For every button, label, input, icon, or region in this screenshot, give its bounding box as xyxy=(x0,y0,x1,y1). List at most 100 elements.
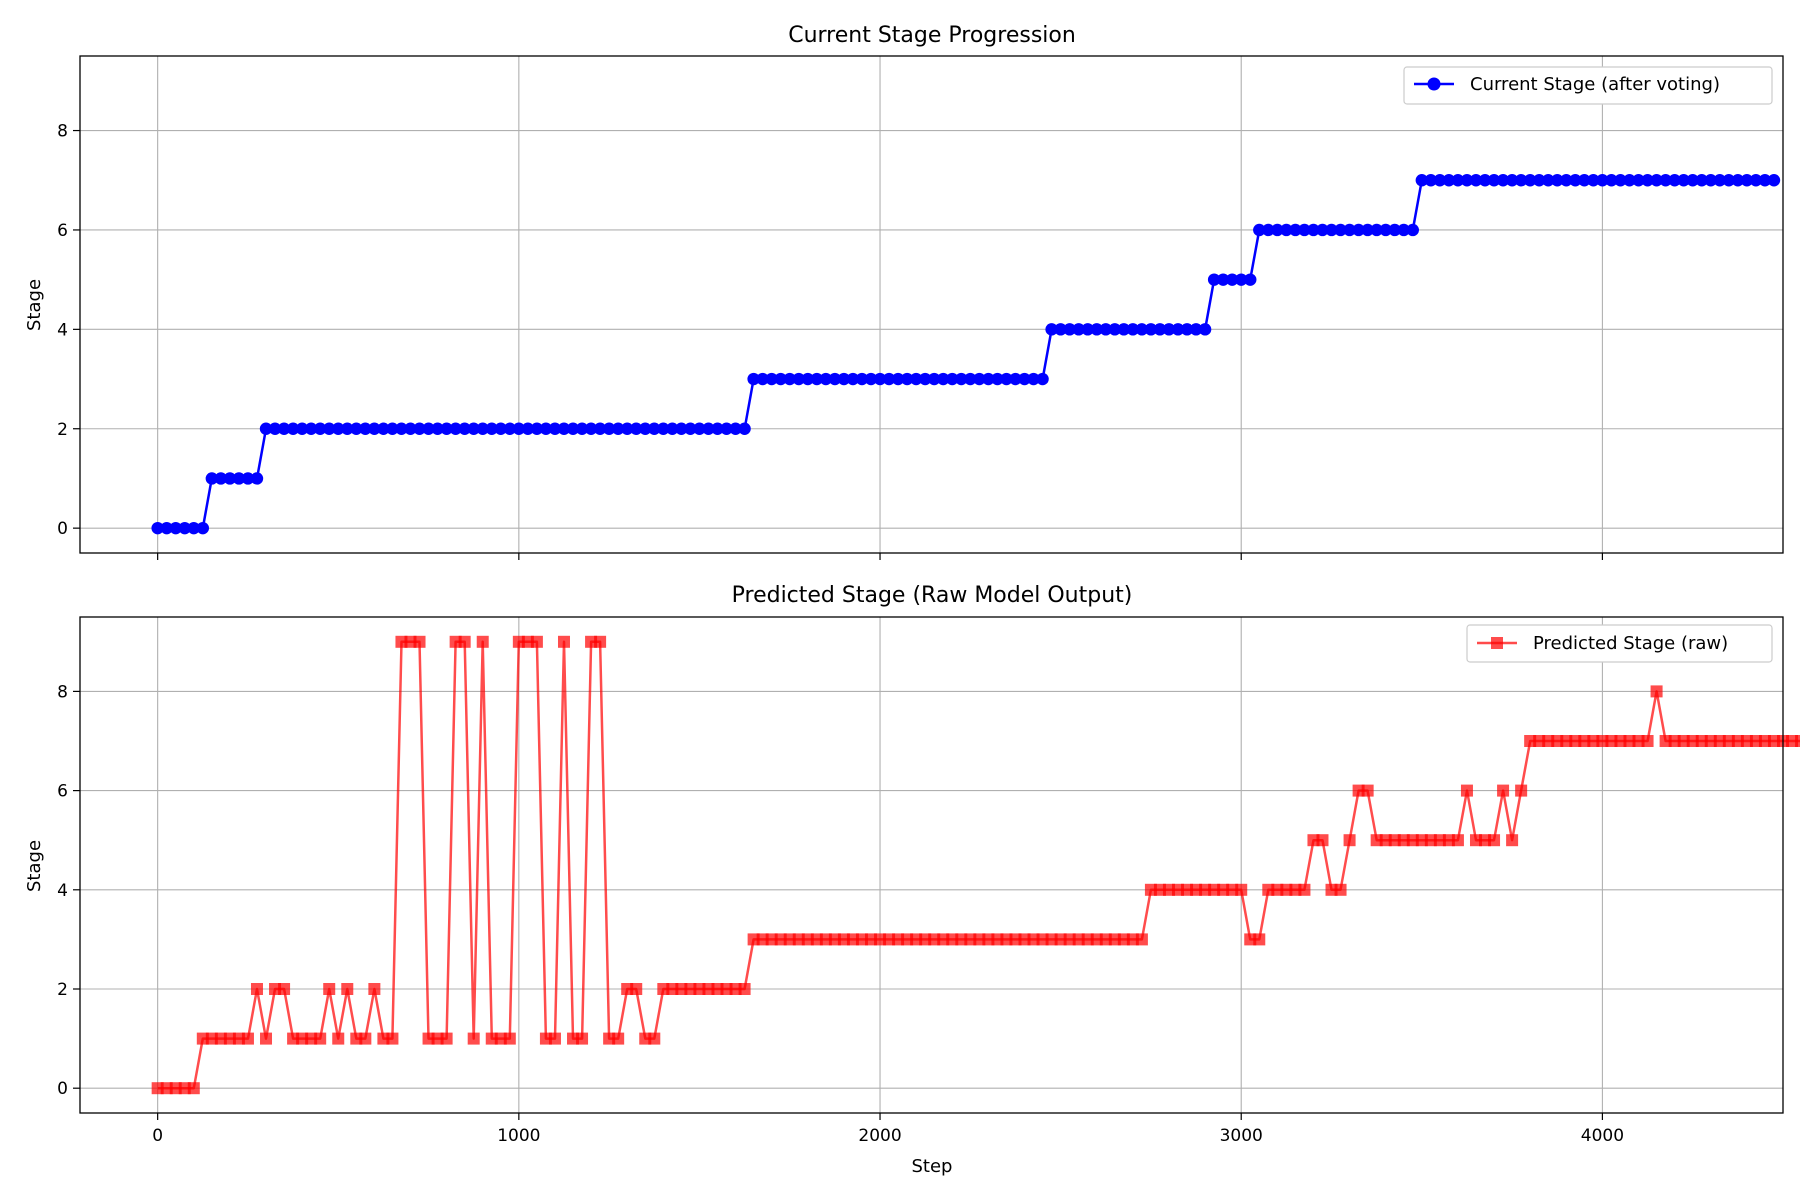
data-point xyxy=(946,933,959,946)
data-point xyxy=(1695,735,1708,747)
data-point xyxy=(1587,174,1600,187)
y-tick-label: 8 xyxy=(57,122,68,142)
data-point xyxy=(1099,933,1112,946)
data-point xyxy=(1180,323,1194,336)
data-point xyxy=(1343,834,1356,847)
data-point xyxy=(1199,883,1212,896)
data-point xyxy=(232,1032,245,1045)
data-point xyxy=(747,372,760,386)
data-point xyxy=(1325,223,1338,237)
data-point xyxy=(1605,174,1618,187)
data-point xyxy=(1172,883,1185,896)
data-point xyxy=(1524,735,1537,747)
data-point xyxy=(386,1032,399,1045)
data-point xyxy=(557,635,570,648)
data-point xyxy=(1135,323,1149,336)
data-point xyxy=(919,933,932,946)
data-point xyxy=(1036,933,1049,946)
data-point xyxy=(169,521,182,535)
data-point xyxy=(1569,735,1582,747)
data-point xyxy=(928,933,941,946)
data-point xyxy=(684,422,697,435)
data-point xyxy=(765,933,778,946)
data-point xyxy=(1099,323,1112,336)
data-point xyxy=(539,422,553,435)
series-line xyxy=(157,179,1774,530)
data-point xyxy=(494,422,507,435)
data-point xyxy=(1018,372,1031,386)
data-point xyxy=(1758,174,1772,187)
data-point xyxy=(756,372,769,386)
data-point xyxy=(1144,883,1157,896)
data-point xyxy=(1225,273,1239,286)
data-point xyxy=(431,1032,444,1045)
data-point xyxy=(666,983,679,995)
data-point xyxy=(1587,735,1600,747)
data-point xyxy=(837,372,851,386)
data-point xyxy=(422,1032,435,1045)
data-point xyxy=(837,933,850,946)
data-point xyxy=(982,372,995,386)
data-point xyxy=(1578,174,1591,187)
data-point xyxy=(530,422,544,435)
data-point xyxy=(1641,174,1654,187)
data-point xyxy=(440,1032,453,1045)
data-point xyxy=(1289,223,1302,237)
data-point xyxy=(865,933,878,946)
data-point xyxy=(711,983,724,995)
data-point xyxy=(548,422,562,435)
data-point xyxy=(846,372,860,386)
data-point xyxy=(1514,174,1528,187)
data-point xyxy=(1063,323,1076,336)
data-point xyxy=(729,422,742,435)
data-point xyxy=(259,422,273,435)
data-point xyxy=(1244,933,1257,946)
data-point xyxy=(774,372,787,386)
data-point xyxy=(1226,883,1239,896)
data-point xyxy=(1280,883,1293,896)
data-point xyxy=(874,933,887,946)
data-point xyxy=(946,372,959,386)
data-point xyxy=(1009,933,1022,946)
data-point xyxy=(1632,174,1645,187)
data-point xyxy=(1397,223,1410,237)
data-point xyxy=(269,983,282,995)
data-point xyxy=(1108,933,1121,946)
data-point xyxy=(1488,834,1501,847)
data-point xyxy=(702,422,715,435)
data-point xyxy=(467,1032,480,1045)
data-point xyxy=(882,372,896,386)
data-point xyxy=(1749,174,1763,187)
data-point xyxy=(377,1032,390,1045)
data-point xyxy=(720,422,733,435)
y-axis-label: Stage xyxy=(24,840,45,892)
data-point xyxy=(1722,174,1736,187)
data-point xyxy=(639,422,652,435)
data-point xyxy=(612,1032,625,1045)
data-point xyxy=(567,1032,580,1045)
data-point xyxy=(160,1082,173,1095)
data-point xyxy=(657,983,670,995)
data-point xyxy=(810,372,824,386)
data-point xyxy=(205,1032,218,1045)
data-point xyxy=(738,983,751,995)
data-point xyxy=(1307,223,1320,237)
data-point xyxy=(1153,883,1166,896)
data-point xyxy=(1126,323,1140,336)
data-point xyxy=(1298,883,1311,896)
data-point xyxy=(1036,372,1049,386)
data-point xyxy=(1361,784,1374,797)
data-point xyxy=(1253,223,1266,237)
data-point xyxy=(1497,784,1510,797)
data-point xyxy=(1334,883,1347,896)
data-point xyxy=(1388,223,1401,237)
data-point xyxy=(350,1032,363,1045)
data-point xyxy=(278,983,291,995)
data-point xyxy=(1551,174,1564,187)
data-point xyxy=(883,933,896,946)
data-point xyxy=(918,372,932,386)
data-point xyxy=(1533,735,1546,747)
plot-frame xyxy=(79,616,1784,1114)
data-point xyxy=(1316,223,1329,237)
data-point xyxy=(666,422,679,435)
